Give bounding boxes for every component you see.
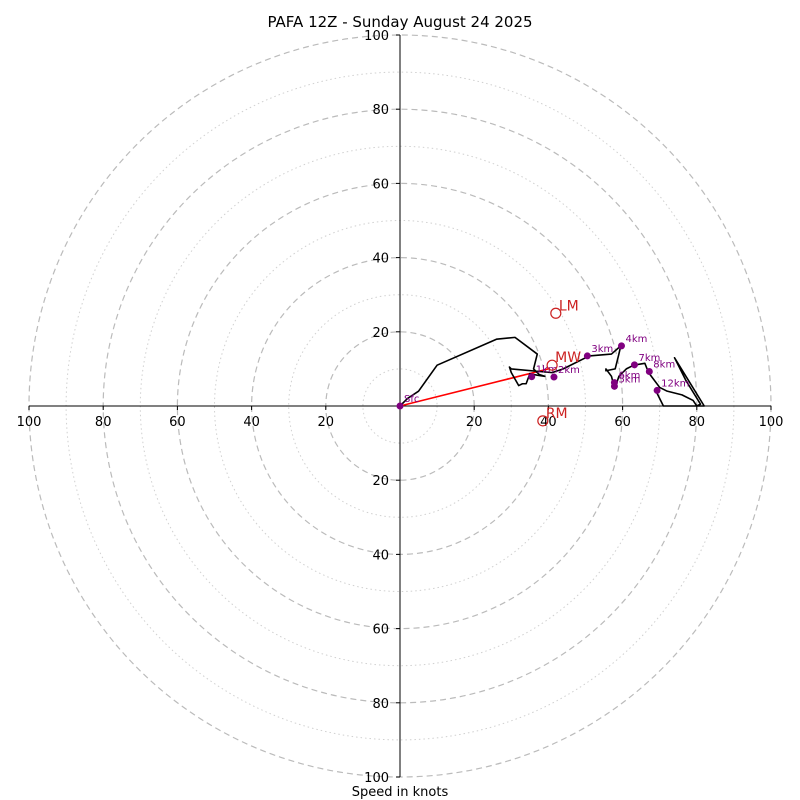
- shear-vector: [399, 368, 549, 407]
- marker-label-RM: RM: [546, 406, 568, 422]
- marker-label-LM: LM: [559, 298, 579, 314]
- y-tick-label: 20: [372, 326, 389, 341]
- height-label-4km: 4km: [625, 334, 647, 345]
- height-point-8km: [645, 367, 653, 375]
- height-label-6km: 6km: [618, 371, 640, 382]
- height-point-Sfc: [396, 402, 404, 410]
- height-label-1km: 1km: [536, 365, 558, 376]
- y-tick-label: 40: [372, 252, 389, 267]
- x-tick-label: 20: [466, 415, 483, 430]
- x-tick-label: 40: [243, 415, 260, 430]
- height-point-2km: [550, 373, 558, 381]
- marker-label-MW: MW: [555, 350, 581, 366]
- x-tick-label: 20: [318, 415, 335, 430]
- x-axis-label: Speed in knots: [352, 785, 449, 800]
- y-tick-label: 80: [372, 103, 389, 118]
- height-label-12km: 12km: [661, 378, 689, 389]
- hodograph-trace: [399, 336, 706, 407]
- height-label-3km: 3km: [591, 344, 613, 355]
- x-tick-label: 80: [689, 415, 706, 430]
- y-tick-label: 100: [364, 29, 389, 44]
- y-tick-label: 20: [372, 474, 389, 489]
- height-point-7km: [630, 361, 638, 369]
- marker-LM: [550, 307, 562, 319]
- chart-title: PAFA 12Z - Sunday August 24 2025: [267, 13, 532, 31]
- height-label-5km: 5km: [618, 374, 640, 385]
- height-point-6km: [610, 379, 618, 387]
- height-point-1km: [528, 373, 536, 381]
- storm-motion-markers: LM MW RM: [537, 298, 581, 427]
- y-tick-labels: 100 80 60 40 20 20 40 60 80 100: [364, 29, 400, 786]
- y-tick-label: 40: [372, 548, 389, 563]
- height-label-2km: 2km: [558, 365, 580, 376]
- x-tick-label: 100: [17, 415, 42, 430]
- height-label-7km: 7km: [638, 353, 660, 364]
- y-tick-label: 60: [372, 177, 389, 192]
- y-tick-label: 100: [364, 771, 389, 786]
- height-label-Sfc: Sfc: [404, 394, 419, 405]
- x-tick-label: 60: [169, 415, 186, 430]
- x-tick-labels: 100 80 60 40 20 20 40 60 80 100: [17, 406, 784, 430]
- hodograph-line: [399, 336, 706, 407]
- y-tick-label: 60: [372, 623, 389, 638]
- height-point-4km: [617, 342, 625, 350]
- x-tick-label: 100: [759, 415, 784, 430]
- x-tick-label: 60: [614, 415, 631, 430]
- height-point-12km: [653, 386, 661, 394]
- y-tick-label: 80: [372, 697, 389, 712]
- x-tick-label: 80: [95, 415, 112, 430]
- shear-vector-line: [399, 368, 549, 407]
- marker-MW: [546, 359, 558, 371]
- marker-RM: [537, 415, 549, 427]
- height-point-3km: [583, 352, 591, 360]
- height-label-8km: 8km: [653, 359, 675, 370]
